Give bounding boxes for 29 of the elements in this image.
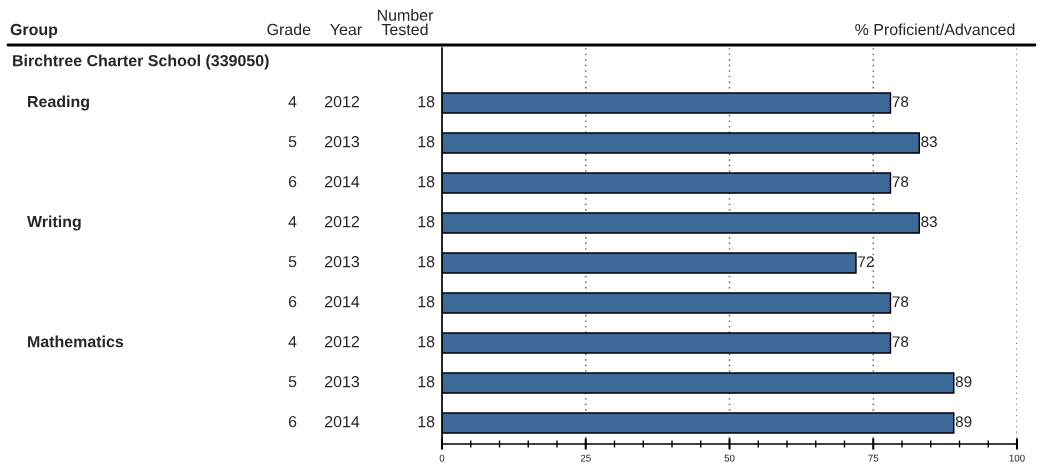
category-label: Writing 4 2012 18 [27,215,435,231]
x-axis-title: % Proficient/Advanced [855,23,1015,36]
text: Number Tested [377,9,434,36]
text: Birchtree Charter School (339050) [13,54,269,70]
x-tick-label: 0 [439,454,445,462]
data-label: 83 [921,216,937,228]
data-label: 78 [892,296,909,308]
data-label: 78 [892,336,909,348]
text: Year [330,24,362,36]
category-label: 5 2013 18 [288,135,435,148]
category-label: 6 2014 18 [288,295,435,308]
category-label: 6 2014 18 [288,175,435,188]
text: Group [10,23,58,39]
data-label: 89 [955,416,972,428]
x-tick-label: 100 [1009,454,1025,462]
data-label: 83 [921,136,937,148]
x-tick-label: 25 [580,454,591,462]
x-tick-label: 75 [868,454,879,462]
data-label: 89 [955,376,972,388]
data-label: 78 [892,96,909,108]
data-label: 72 [858,256,874,267]
category-label: Mathematics 4 2012 18 [28,335,435,348]
category-label: 5 2013 18 [288,375,435,388]
text: Grade [267,23,311,36]
category-label: 5 2013 18 [288,255,435,268]
category-label: 6 2014 18 [288,415,435,428]
category-label: Reading 4 2012 18 [28,95,435,111]
data-label: 78 [892,176,909,188]
x-tick-label: 50 [724,454,735,462]
